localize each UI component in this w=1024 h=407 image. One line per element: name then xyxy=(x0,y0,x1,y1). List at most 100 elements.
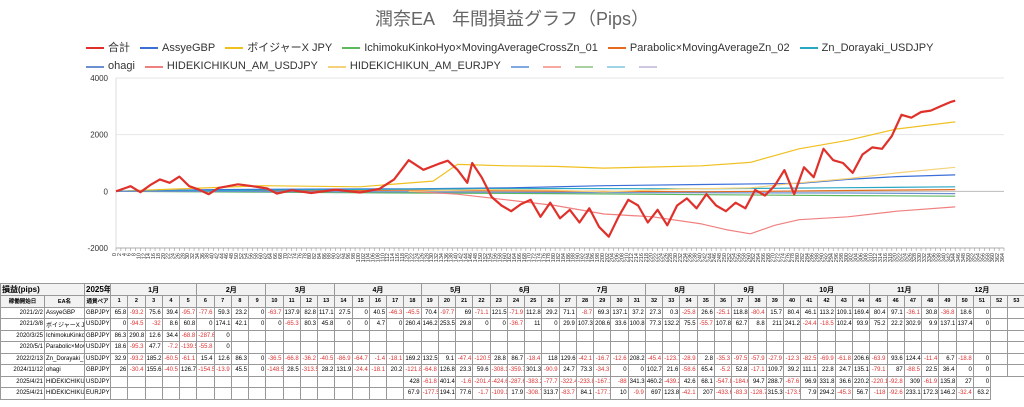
cell-pips xyxy=(782,329,802,342)
legend-item-unlabeled xyxy=(510,65,533,68)
x-tick-label: 286 xyxy=(810,253,816,262)
series-line-ohagi xyxy=(115,190,956,195)
cell-pips: 0 xyxy=(610,364,629,377)
cell-pips: 9.1 xyxy=(437,352,457,365)
x-tick-label: 32 xyxy=(190,253,196,259)
cell-pips: 75.5 xyxy=(679,318,698,331)
x-tick-label: 176 xyxy=(541,253,547,262)
x-tick-label: 40 xyxy=(210,253,216,259)
cell-pips: 211 xyxy=(765,318,784,331)
x-tick-label: 80 xyxy=(307,253,313,259)
cell-pips xyxy=(265,329,284,342)
x-tick-label: 70 xyxy=(283,253,289,259)
cell-pips xyxy=(109,375,129,388)
cell-pips: 18.6 xyxy=(955,306,974,319)
cell-pips: 45.8 xyxy=(317,318,336,331)
cell-pips: 126.7 xyxy=(178,364,198,377)
corner-label: 損益(pips) xyxy=(0,283,85,296)
cell-pips: 146.2 xyxy=(420,318,439,331)
legend-label: IchimokuKinkoHyo×MovingAverageCrossZn_01 xyxy=(364,41,598,54)
cell-pips xyxy=(713,341,733,354)
cell-pips xyxy=(1007,364,1024,377)
cell-pips: -71.1 xyxy=(472,306,491,319)
x-tick-label: 54 xyxy=(244,253,250,259)
cell-pips: -95.7 xyxy=(178,306,198,319)
cell-pips: 290.8 xyxy=(127,329,146,342)
week-header: 14 xyxy=(334,295,353,308)
y-tick-label: -2000 xyxy=(88,244,109,253)
x-tick-label: 12 xyxy=(141,253,147,259)
cell-pips: 401.4 xyxy=(437,375,457,388)
x-tick-label: 66 xyxy=(273,253,279,259)
x-tick-label: 72 xyxy=(288,253,294,259)
x-tick-label: 140 xyxy=(454,253,460,262)
cell-pips: 0 xyxy=(247,318,267,331)
x-tick-label: 338 xyxy=(937,253,943,262)
cell-pips: 0 xyxy=(972,318,992,331)
legend-item-unlabeled xyxy=(542,65,565,68)
cell-pips: 21.6 xyxy=(662,364,681,377)
x-tick-label: 26 xyxy=(175,253,181,259)
cell-pips: 0 xyxy=(472,318,491,331)
x-tick-label: 110 xyxy=(380,253,386,262)
cell-pips: 109.1 xyxy=(834,306,853,319)
x-tick-label: 196 xyxy=(590,253,596,262)
legend-label: Zn_Dorayaki_USDJPY xyxy=(821,41,934,54)
week-header: 30 xyxy=(610,295,629,308)
cell-pips: 460.2 xyxy=(644,375,664,388)
cell-pips: 23.3 xyxy=(455,364,474,377)
cell-pips: 233.1 xyxy=(903,387,923,400)
x-tick-label: 118 xyxy=(400,253,406,262)
cell-pips: -80.4 xyxy=(748,306,767,319)
cell-pips: -1.6 xyxy=(455,375,474,388)
week-header: 9 xyxy=(247,295,267,308)
week-header: 8 xyxy=(230,295,250,308)
cell-pips: -60.5 xyxy=(161,352,181,365)
cell-pips: 24.7 xyxy=(834,364,853,377)
table-row: 2024/11/12 ohagi GBPJPY 26 -30.4 155.6 -40.5 12… xyxy=(0,364,1024,377)
cell-pips xyxy=(903,329,923,342)
legend-swatch xyxy=(606,65,625,68)
cell-pips: -109.1 xyxy=(489,387,508,400)
cell-pips: -55.8 xyxy=(196,341,215,354)
week-header: 26 xyxy=(541,295,560,308)
cell-pips: 10 xyxy=(610,387,629,400)
x-tick-label: 194 xyxy=(585,253,591,262)
x-tick-label: 62 xyxy=(263,253,269,259)
cell-pips xyxy=(851,341,871,354)
cell-pips: 62.7 xyxy=(731,318,750,331)
cell-pips: 0.3 xyxy=(662,306,681,319)
x-tick-label: 214 xyxy=(634,253,640,262)
cell-pips xyxy=(213,387,232,400)
x-tick-label: 16 xyxy=(151,253,157,259)
cell-pips: 341.3 xyxy=(627,375,646,388)
cell-pips xyxy=(1007,341,1024,354)
cell-pips xyxy=(334,341,353,354)
week-header: 51 xyxy=(972,295,992,308)
cell-pips: 37.2 xyxy=(627,306,646,319)
cell-pips xyxy=(938,329,957,342)
cell-currency-pair: GBPJPY xyxy=(84,329,111,342)
x-tick-label: 324 xyxy=(902,253,908,262)
cell-pips xyxy=(627,329,646,342)
cell-pips xyxy=(437,341,457,354)
cell-pips xyxy=(593,341,612,354)
x-tick-label: 172 xyxy=(532,253,538,262)
x-tick-label: 0 xyxy=(112,253,118,256)
x-tick-label: 304 xyxy=(854,253,860,262)
cell-pips xyxy=(282,387,301,400)
cell-pips: 0 xyxy=(213,341,232,354)
x-tick-label: 230 xyxy=(673,253,679,262)
x-tick-label: 182 xyxy=(556,253,562,262)
legend-swatch xyxy=(140,47,158,49)
x-tick-label: 92 xyxy=(336,253,342,259)
cell-pips: -36.7 xyxy=(506,318,526,331)
cell-currency-pair: GBPJPY xyxy=(84,306,111,319)
cell-pips xyxy=(575,329,595,342)
x-tick-label: 322 xyxy=(898,253,904,262)
cell-pips: 107.8 xyxy=(713,318,733,331)
cell-pips xyxy=(368,329,388,342)
x-tick-label: 348 xyxy=(961,253,967,262)
cell-pips: -67.6 xyxy=(782,375,802,388)
cell-pips: -177.1 xyxy=(593,387,612,400)
